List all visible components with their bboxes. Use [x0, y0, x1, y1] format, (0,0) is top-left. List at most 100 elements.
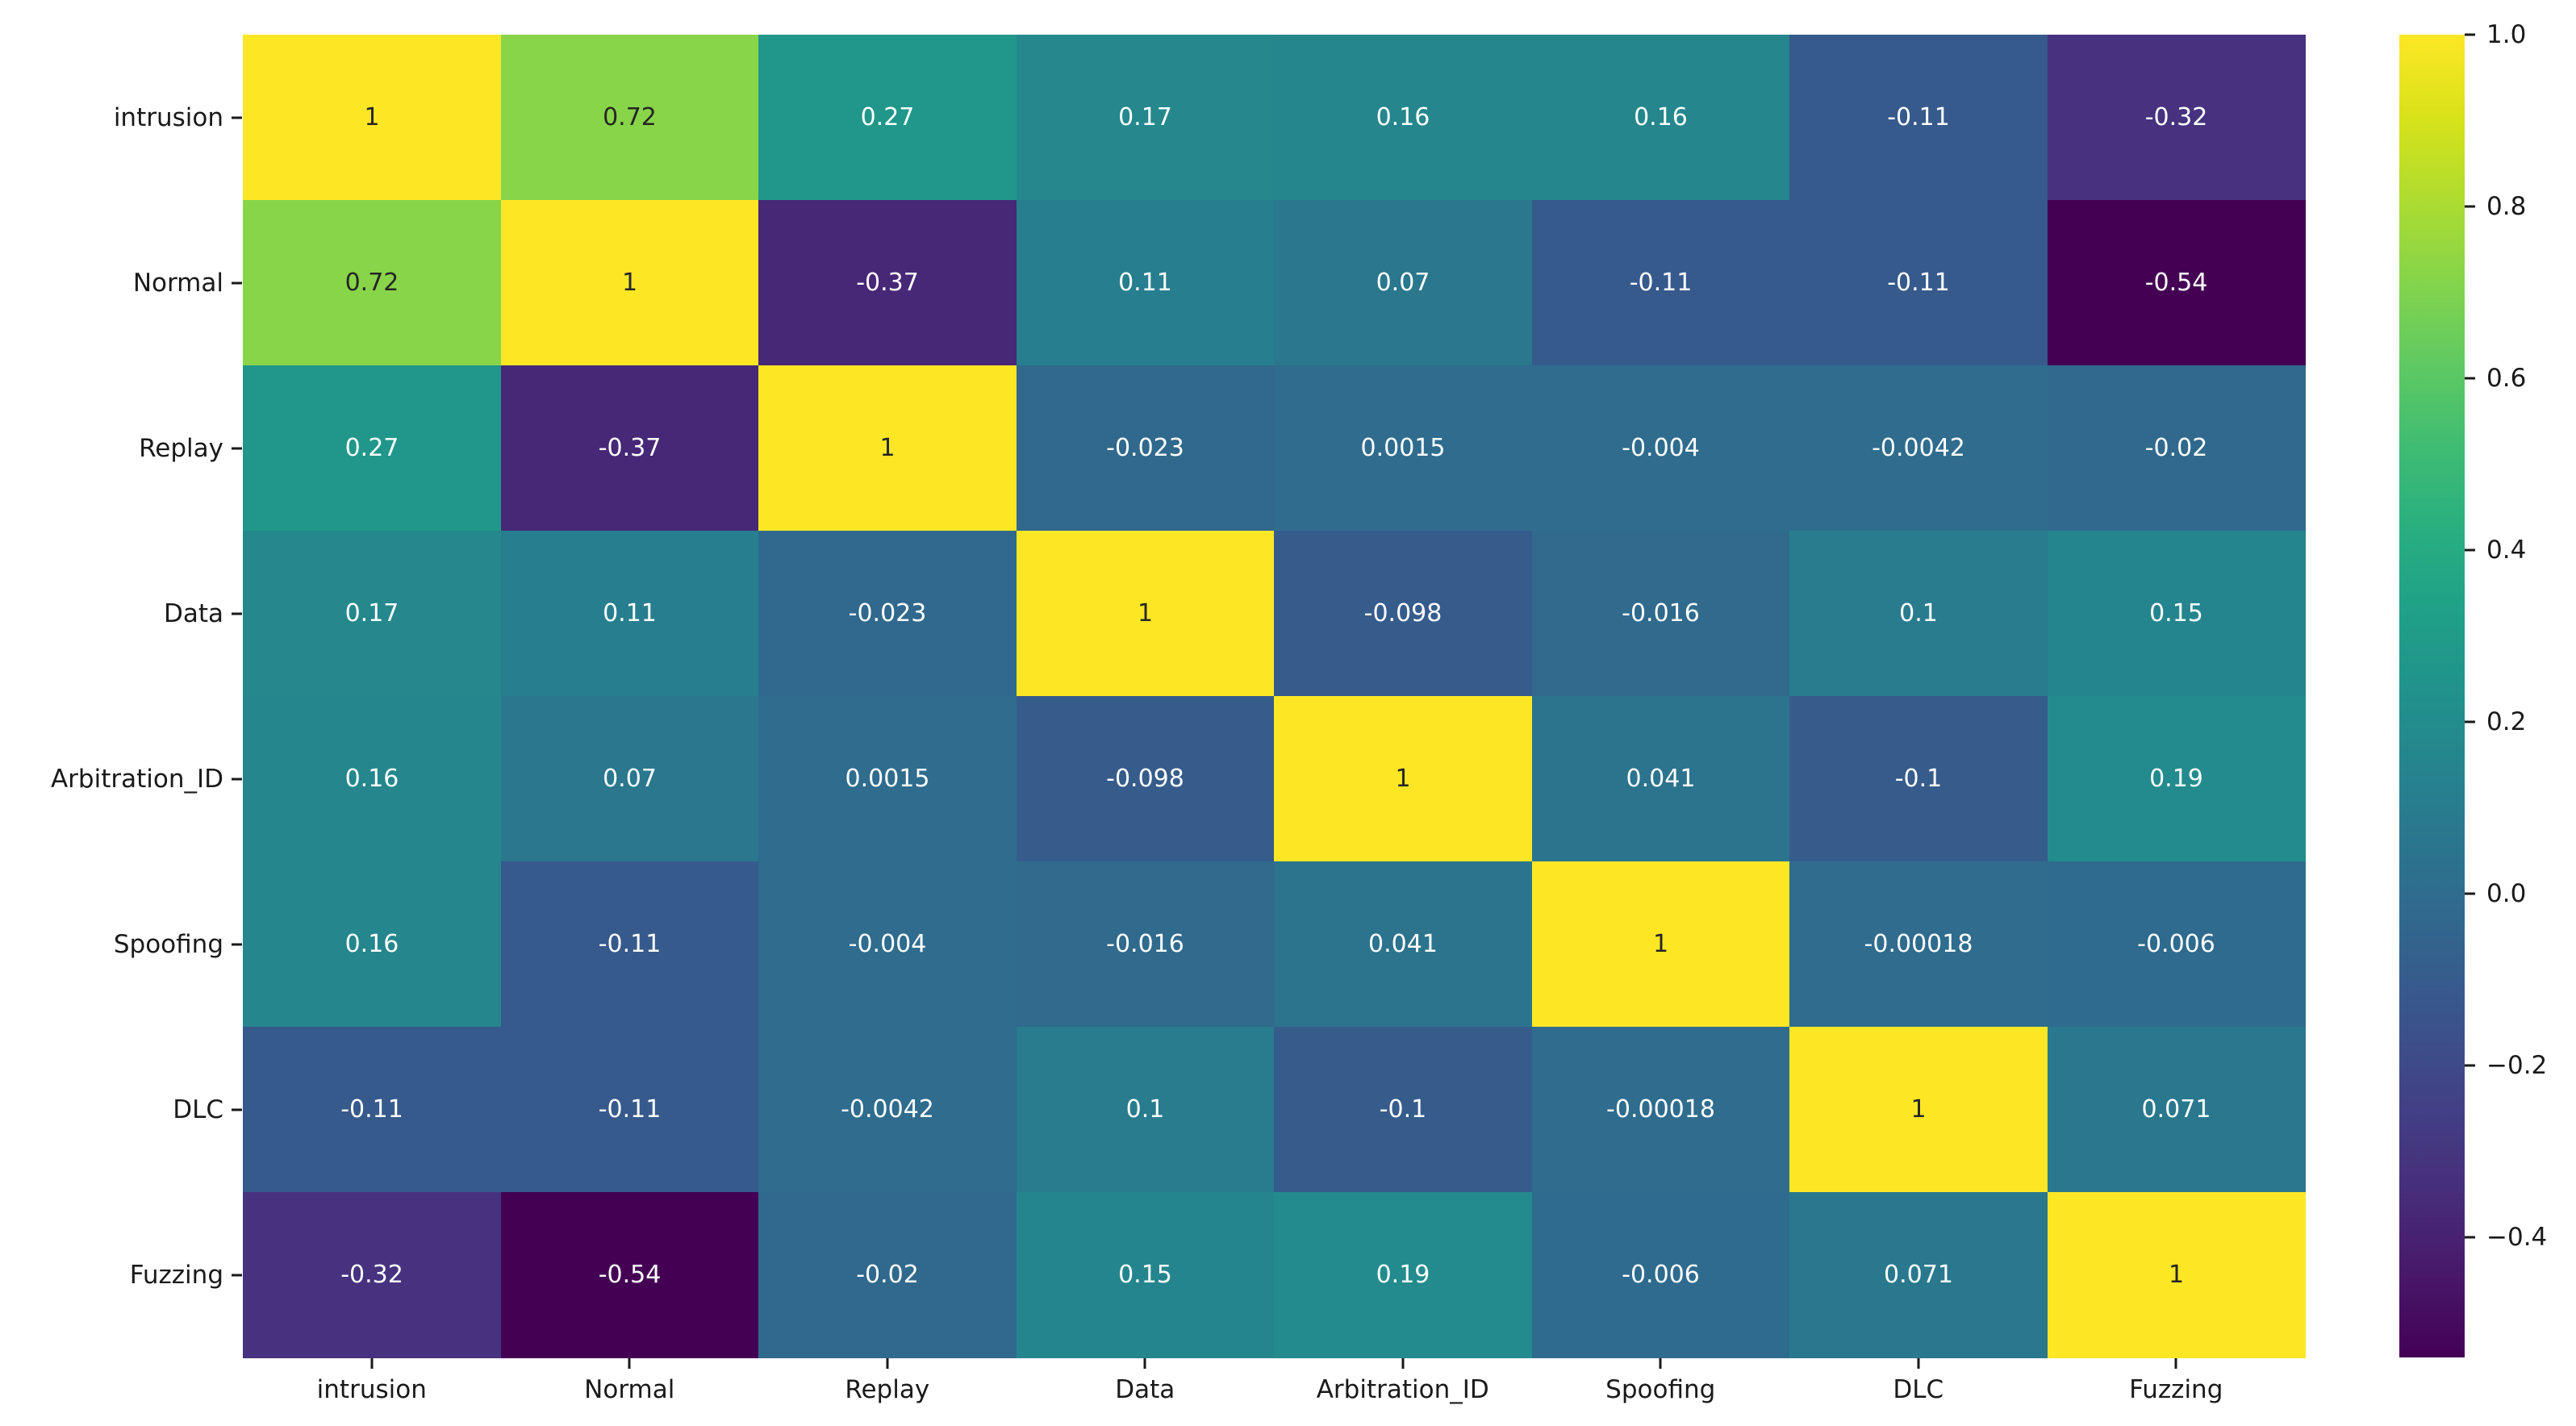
cell-value: -0.023: [848, 598, 927, 628]
heatmap-plot-area: 1 0.72 0.27 0.17 0.16 0.16 -0.11 -0.32 0.72 1 -0.3…: [243, 35, 2306, 1358]
cell-value: 0.1: [1899, 598, 1938, 628]
heatmap-cell-Data-DLC: 0.1: [1789, 531, 2048, 697]
x-tick-mark: [628, 1358, 631, 1369]
heatmap-cell-Replay-Data: -0.023: [1016, 365, 1275, 532]
colorbar: [2399, 35, 2465, 1357]
heatmap-cell-DLC-Fuzzing: 0.071: [2047, 1027, 2306, 1193]
y-tick-label-Fuzzing: Fuzzing: [129, 1260, 223, 1290]
heatmap-cell-Fuzzing-Data: 0.15: [1016, 1192, 1275, 1358]
heatmap-cell-Replay-intrusion: 0.27: [243, 365, 501, 532]
heatmap-cell-intrusion-DLC: -0.11: [1789, 35, 2048, 201]
heatmap-cell-Spoofing-Normal: -0.11: [500, 861, 759, 1028]
y-tick-mark: [232, 1108, 242, 1111]
cell-value: 0.19: [1376, 1260, 1430, 1289]
heatmap-cell-DLC-Normal: -0.11: [500, 1027, 759, 1193]
heatmap-cell-Data-Replay: -0.023: [758, 531, 1017, 697]
x-tick-label-Data: Data: [1115, 1375, 1175, 1404]
cell-value: -0.54: [598, 1260, 662, 1289]
cell-value: -0.016: [1106, 929, 1184, 958]
x-tick-label-Fuzzing: Fuzzing: [2129, 1375, 2223, 1404]
cell-value: -0.37: [856, 268, 919, 297]
cell-value: -0.37: [598, 433, 662, 462]
cell-value: 0.16: [344, 929, 399, 958]
y-tick-label-Replay: Replay: [139, 433, 223, 463]
heatmap-cell-intrusion-Data: 0.17: [1016, 35, 1275, 201]
heatmap-cell-Spoofing-Fuzzing: -0.006: [2047, 861, 2306, 1028]
x-tick-mark: [370, 1358, 374, 1369]
colorbar-tick-label: −0.2: [2486, 1050, 2548, 1080]
cell-value: -0.0042: [1872, 433, 1965, 462]
heatmap-cell-Arbitration_ID-Arbitration_ID: 1: [1274, 696, 1532, 862]
heatmap-cell-Data-Arbitration_ID: -0.098: [1274, 531, 1532, 697]
heatmap-cell-Normal-Data: 0.11: [1016, 200, 1275, 366]
heatmap-cell-Replay-Normal: -0.37: [500, 365, 759, 532]
y-tick-mark: [232, 116, 242, 119]
cell-value: 0.11: [1118, 268, 1172, 297]
cell-value: -0.00018: [1606, 1095, 1715, 1124]
cell-value: 0.27: [860, 102, 915, 131]
heatmap-cell-Fuzzing-Fuzzing: 1: [2047, 1192, 2306, 1358]
colorbar-tick-mark: [2465, 33, 2475, 36]
y-tick-mark: [232, 778, 242, 780]
heatmap-cell-Normal-Spoofing: -0.11: [1531, 200, 1790, 366]
cell-value: 0.15: [2149, 598, 2203, 628]
cell-value: 0.15: [1118, 1260, 1172, 1289]
heatmap-cell-Fuzzing-Spoofing: -0.006: [1531, 1192, 1790, 1358]
cell-value: 0.72: [603, 102, 657, 131]
heatmap-cell-Fuzzing-Normal: -0.54: [500, 1192, 759, 1358]
heatmap-cell-Normal-DLC: -0.11: [1789, 200, 2048, 366]
y-tick-mark: [232, 281, 242, 284]
cell-value: 0.1: [1125, 1095, 1165, 1124]
heatmap-cell-Arbitration_ID-Data: -0.098: [1016, 696, 1275, 862]
heatmap-cell-intrusion-intrusion: 1: [243, 35, 501, 201]
cell-value: 0.16: [344, 764, 399, 793]
cell-value: -0.32: [2144, 102, 2208, 131]
cell-value: -0.0042: [841, 1095, 934, 1124]
cell-value: -0.016: [1622, 598, 1700, 628]
heatmap-cell-Fuzzing-Replay: -0.02: [758, 1192, 1017, 1358]
cell-value: -0.11: [1887, 102, 1950, 131]
cell-value: -0.11: [598, 929, 662, 958]
cell-value: 0.16: [1376, 102, 1430, 131]
heatmap-cell-DLC-Arbitration_ID: -0.1: [1274, 1027, 1532, 1193]
heatmap-cell-Fuzzing-Arbitration_ID: 0.19: [1274, 1192, 1532, 1358]
cell-value: -0.098: [1106, 764, 1184, 793]
heatmap-cell-DLC-intrusion: -0.11: [243, 1027, 501, 1193]
y-tick-mark: [232, 612, 242, 615]
cell-value: 0.041: [1368, 929, 1438, 958]
x-tick-mark: [1401, 1358, 1405, 1369]
heatmap-cell-Normal-intrusion: 0.72: [243, 200, 501, 366]
heatmap-cell-Spoofing-Arbitration_ID: 0.041: [1274, 861, 1532, 1028]
cell-value: 1: [1652, 929, 1669, 958]
cell-value: -0.1: [1379, 1095, 1427, 1124]
cell-value: 0.0015: [845, 764, 930, 793]
cell-value: -0.11: [1629, 268, 1693, 297]
heatmap-cell-Normal-Arbitration_ID: 0.07: [1274, 200, 1532, 366]
heatmap-cell-intrusion-Spoofing: 0.16: [1531, 35, 1790, 201]
heatmap-cell-Data-intrusion: 0.17: [243, 531, 501, 697]
cell-value: -0.004: [1622, 433, 1700, 462]
colorbar-tick-label: 0.2: [2486, 707, 2527, 736]
cell-value: 0.27: [344, 433, 399, 462]
cell-value: -0.006: [2137, 929, 2215, 958]
x-tick-label-intrusion: intrusion: [316, 1375, 427, 1404]
y-tick-mark: [232, 943, 242, 945]
cell-value: 0.11: [603, 598, 657, 628]
cell-value: -0.00018: [1864, 929, 1973, 958]
cell-value: -0.006: [1622, 1260, 1700, 1289]
heatmap-cell-Arbitration_ID-Replay: 0.0015: [758, 696, 1017, 862]
colorbar-tick-mark: [2465, 205, 2475, 208]
cell-value: 1: [364, 102, 380, 131]
y-tick-label-Arbitration_ID: Arbitration_ID: [50, 764, 223, 794]
heatmap-cell-Spoofing-Replay: -0.004: [758, 861, 1017, 1028]
cell-value: 0.72: [344, 268, 399, 297]
cell-value: 1: [1137, 598, 1154, 628]
heatmap-cell-DLC-Spoofing: -0.00018: [1531, 1027, 1790, 1193]
y-tick-label-Spoofing: Spoofing: [113, 929, 223, 959]
y-tick-label-Data: Data: [163, 598, 223, 628]
cell-value: 1: [879, 433, 896, 462]
cell-value: 0.07: [1376, 268, 1430, 297]
cell-value: 0.071: [2141, 1095, 2211, 1124]
heatmap-cell-Spoofing-intrusion: 0.16: [243, 861, 501, 1028]
cell-value: 1: [1910, 1095, 1927, 1124]
